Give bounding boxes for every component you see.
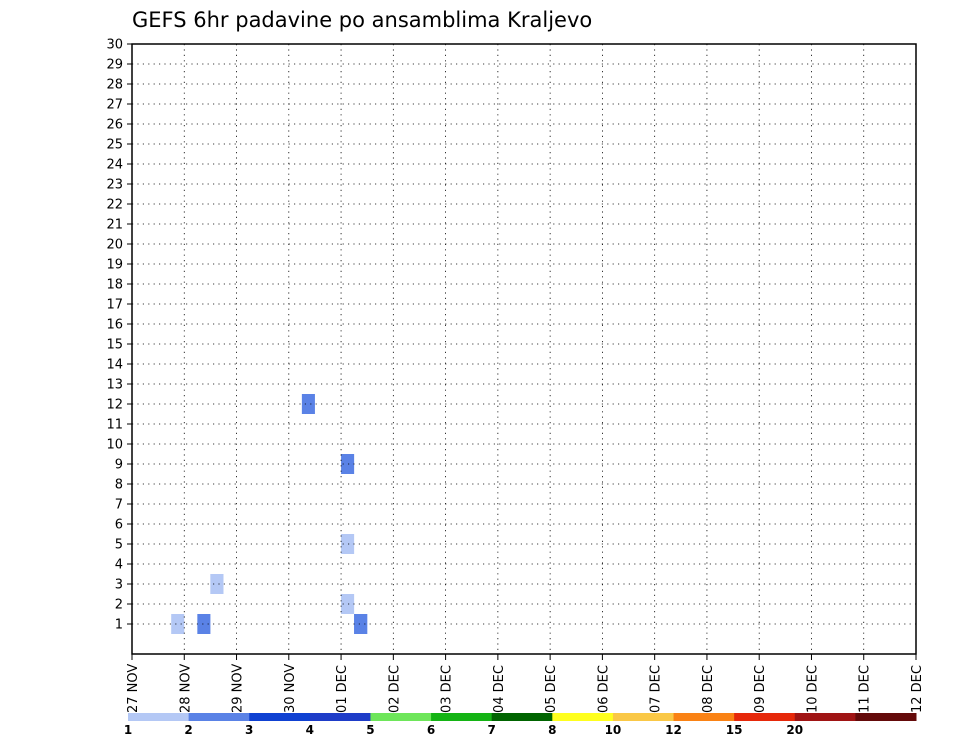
colorbar-label: 8 [548, 723, 556, 737]
x-tick-label: 04 DEC [492, 665, 507, 713]
colorbar-label: 7 [488, 723, 496, 737]
y-tick-label: 16 [106, 318, 123, 333]
x-tick-label: 28 NOV [178, 664, 193, 713]
colorbar-label: 10 [605, 723, 622, 737]
colorbar-swatch [794, 713, 856, 721]
colorbar-label: 20 [786, 723, 803, 737]
y-tick-label: 21 [106, 218, 123, 233]
colorbar-label: 3 [245, 723, 253, 737]
chart-title: GEFS 6hr padavine po ansamblima Kraljevo [132, 8, 592, 32]
colorbar-swatch [673, 713, 735, 721]
x-tick-label: 09 DEC [753, 665, 768, 713]
colorbar-label: 5 [366, 723, 374, 737]
colorbar-swatch [612, 713, 675, 721]
y-tick-label: 6 [115, 518, 123, 533]
plot-frame [131, 43, 917, 655]
precip-cell [341, 594, 355, 614]
x-tick-label: 03 DEC [440, 665, 455, 713]
x-tick-label: 02 DEC [387, 665, 402, 713]
y-tick-label: 5 [115, 538, 123, 553]
x-tick-label: 27 NOV [126, 664, 141, 713]
y-tick-label: 29 [106, 58, 123, 73]
colorbar-swatch [249, 713, 311, 721]
colorbar-swatch [855, 713, 917, 721]
y-tick-label: 2 [115, 598, 123, 613]
x-tick-label: 29 NOV [231, 664, 246, 713]
colorbar: 1 2 3 4 5 6 7 8 10 12 15 20 [124, 713, 917, 737]
y-tick-label: 22 [106, 198, 123, 213]
precip-cell [341, 454, 355, 474]
y-tick-label: 28 [106, 78, 123, 93]
y-tick-label: 27 [106, 98, 123, 113]
colorbar-swatch [309, 713, 371, 721]
colorbar-label: 6 [427, 723, 435, 737]
colorbar-swatch [431, 713, 493, 721]
colorbar-swatch [128, 713, 190, 721]
x-tick-label: 05 DEC [544, 665, 559, 713]
y-axis-ticks: 1234567891011121314151617181920212223242… [106, 38, 132, 633]
y-tick-label: 26 [106, 118, 123, 133]
colorbar-label: 12 [665, 723, 682, 737]
y-tick-label: 24 [106, 158, 123, 173]
x-tick-label: 07 DEC [649, 665, 664, 713]
y-tick-label: 14 [106, 358, 123, 373]
colorbar-swatch [188, 713, 250, 721]
colorbar-swatch [370, 713, 432, 721]
y-tick-label: 18 [106, 278, 123, 293]
colorbar-swatch [734, 713, 796, 721]
y-tick-label: 11 [106, 418, 123, 433]
grid-lines [132, 43, 916, 654]
y-tick-label: 23 [106, 178, 123, 193]
y-tick-label: 30 [106, 38, 123, 53]
y-tick-label: 20 [106, 238, 123, 253]
y-tick-label: 9 [115, 458, 123, 473]
y-tick-label: 7 [115, 498, 123, 513]
colorbar-swatch [491, 713, 553, 721]
x-tick-label: 08 DEC [701, 665, 716, 713]
y-tick-label: 4 [115, 558, 123, 573]
precip-cell [341, 534, 355, 554]
precip-cell [197, 614, 211, 634]
y-tick-label: 25 [106, 138, 123, 153]
y-tick-label: 15 [106, 338, 123, 353]
colorbar-label: 4 [306, 723, 314, 737]
y-tick-label: 10 [106, 438, 123, 453]
colorbar-swatch [552, 713, 614, 721]
x-tick-label: 01 DEC [335, 665, 350, 713]
y-tick-label: 12 [106, 398, 123, 413]
x-tick-label: 10 DEC [805, 665, 820, 713]
colorbar-label: 15 [726, 723, 743, 737]
precip-cells [171, 394, 368, 634]
y-tick-label: 1 [115, 618, 123, 633]
precip-cell [301, 394, 315, 414]
colorbar-label: 1 [124, 723, 132, 737]
x-tick-label: 11 DEC [858, 665, 873, 713]
y-tick-label: 19 [106, 258, 123, 273]
x-tick-label: 06 DEC [596, 665, 611, 713]
x-tick-label: 12 DEC [910, 665, 925, 713]
colorbar-label: 2 [184, 723, 192, 737]
x-axis-ticks: 27 NOV 28 NOV 29 NOV 30 NOV 01 DEC 02 DEC 03 D… [126, 654, 925, 713]
y-tick-label: 8 [115, 478, 123, 493]
precip-cell [171, 614, 185, 634]
y-tick-label: 17 [106, 298, 123, 313]
y-tick-label: 13 [106, 378, 123, 393]
precip-cell [354, 614, 368, 634]
y-tick-label: 3 [115, 578, 123, 593]
precip-cell [210, 574, 224, 594]
x-tick-label: 30 NOV [283, 664, 298, 713]
